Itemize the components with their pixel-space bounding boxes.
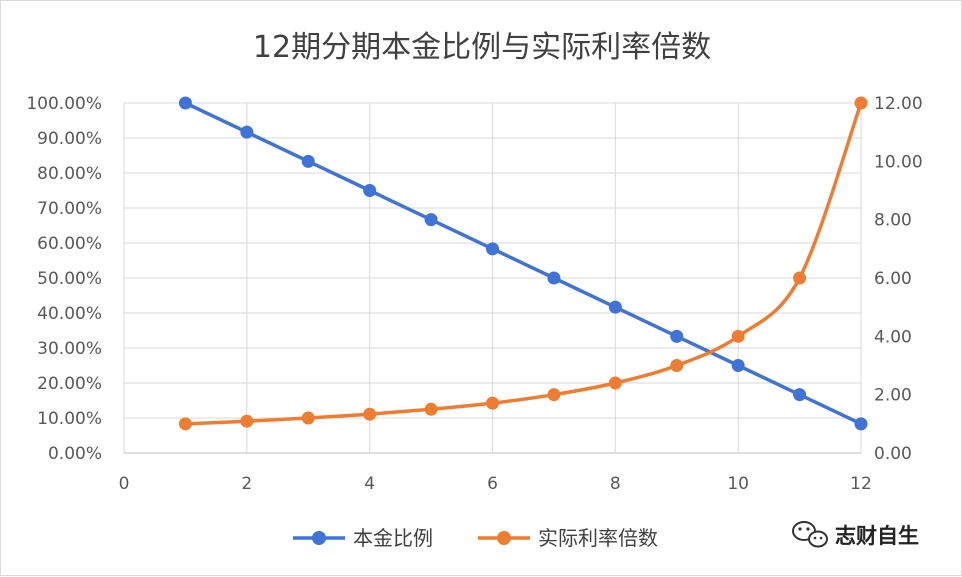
chart-title: 12期分期本金比例与实际利率倍数 bbox=[253, 30, 711, 65]
right-tick-label: 2.00 bbox=[874, 386, 912, 406]
series-point-1[interactable] bbox=[486, 396, 499, 410]
x-tick-label: 10 bbox=[727, 474, 749, 494]
series-point-0[interactable] bbox=[486, 242, 499, 256]
left-tick-label: 60.00% bbox=[37, 234, 102, 254]
series-point-1[interactable] bbox=[178, 417, 192, 431]
legend-marker-principal bbox=[312, 531, 326, 545]
left-tick-label: 90.00% bbox=[37, 129, 102, 149]
series-point-1[interactable] bbox=[731, 329, 745, 343]
left-tick-label: 20.00% bbox=[37, 374, 102, 394]
series-point-0[interactable] bbox=[363, 184, 377, 197]
legend-marker-rate-multiple bbox=[497, 531, 511, 545]
watermark: 志财自生 bbox=[792, 521, 919, 548]
x-tick-label: 4 bbox=[364, 474, 375, 494]
legend-item-rate-multiple[interactable]: 实际利率倍数 bbox=[478, 526, 658, 550]
right-tick-label: 8.00 bbox=[874, 211, 912, 231]
series-point-0[interactable] bbox=[854, 417, 868, 431]
legend-item-principal[interactable]: 本金比例 bbox=[293, 526, 433, 550]
x-tick-label: 6 bbox=[487, 474, 498, 494]
x-axis-ticks: 0 2 4 6 8 10 12 bbox=[119, 474, 872, 494]
right-axis-ticks: 0.00 2.00 4.00 6.00 8.00 10.00 12.00 bbox=[874, 94, 923, 464]
x-tick-label: 8 bbox=[610, 474, 621, 494]
series-line-0 bbox=[184, 101, 862, 426]
series-point-1[interactable] bbox=[670, 359, 684, 372]
right-tick-label: 0.00 bbox=[874, 444, 912, 464]
series-point-0[interactable] bbox=[240, 125, 254, 139]
series-point-1[interactable] bbox=[363, 407, 377, 421]
series-point-1[interactable] bbox=[240, 414, 254, 428]
left-tick-label: 50.00% bbox=[37, 269, 102, 289]
x-tick-label: 12 bbox=[850, 474, 872, 494]
series-point-1[interactable] bbox=[608, 376, 622, 390]
legend-label-principal: 本金比例 bbox=[353, 526, 433, 550]
left-tick-label: 10.00% bbox=[37, 409, 102, 429]
series-point-0[interactable] bbox=[608, 300, 622, 314]
left-tick-label: 100.00% bbox=[26, 94, 102, 114]
grid-lines bbox=[123, 102, 862, 454]
left-tick-label: 0.00% bbox=[48, 444, 102, 464]
right-tick-label: 12.00 bbox=[874, 94, 923, 114]
left-axis-ticks: 0.00% 10.00% 20.00% 30.00% 40.00% 50.00% 60.00… bbox=[26, 94, 102, 464]
series-point-1[interactable] bbox=[854, 96, 868, 110]
left-tick-label: 80.00% bbox=[37, 164, 102, 184]
series-point-0[interactable] bbox=[670, 329, 684, 343]
right-tick-label: 6.00 bbox=[874, 269, 912, 289]
series-point-1[interactable] bbox=[547, 388, 561, 402]
legend: 本金比例 实际利率倍数 bbox=[293, 526, 658, 550]
legend-label-rate-multiple: 实际利率倍数 bbox=[538, 526, 658, 550]
x-tick-label: 0 bbox=[119, 474, 130, 494]
series-layer bbox=[178, 96, 868, 431]
right-tick-label: 4.00 bbox=[874, 327, 912, 347]
series-point-0[interactable] bbox=[424, 213, 438, 227]
series-point-0[interactable] bbox=[178, 96, 192, 110]
right-tick-label: 10.00 bbox=[874, 152, 923, 172]
series-point-0[interactable] bbox=[793, 388, 807, 402]
left-tick-label: 40.00% bbox=[37, 304, 102, 324]
series-point-0[interactable] bbox=[301, 154, 315, 168]
series-point-0[interactable] bbox=[731, 359, 745, 372]
x-tick-label: 2 bbox=[241, 474, 252, 494]
left-tick-label: 30.00% bbox=[37, 339, 102, 359]
series-point-1[interactable] bbox=[424, 402, 438, 416]
series-point-1[interactable] bbox=[301, 411, 315, 425]
watermark-text: 志财自生 bbox=[835, 524, 919, 548]
left-tick-label: 70.00% bbox=[37, 199, 102, 219]
series-point-1[interactable] bbox=[793, 271, 807, 285]
series-point-0[interactable] bbox=[547, 271, 561, 285]
wechat-icon bbox=[792, 521, 828, 548]
